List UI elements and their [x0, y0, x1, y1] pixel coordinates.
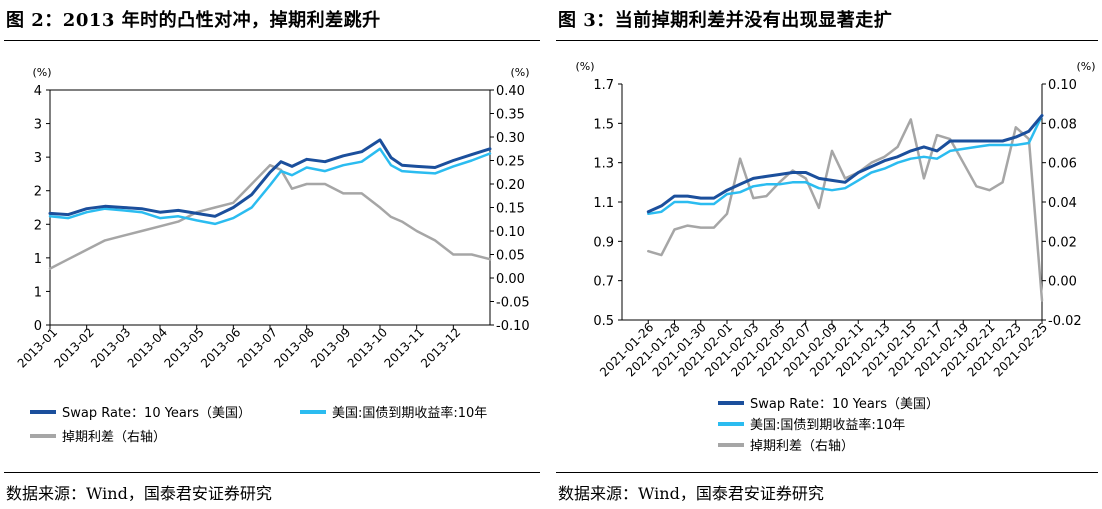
- chart3-y-right-tick-label: 0.00: [1048, 275, 1077, 290]
- chart2-y-left-tick-label: 2: [34, 218, 42, 233]
- chart2-series-0-line: [48, 138, 492, 218]
- chart2-y-left-tick-label: 0: [34, 319, 42, 334]
- chart2-legend-label-2: 掉期利差（右轴）: [62, 430, 166, 445]
- figure-2-source: 数据来源：Wind，国泰君安证券研究: [6, 484, 272, 503]
- chart3-y-right-tick-label: 0.08: [1048, 117, 1077, 132]
- chart3-y-right-tick-label: 0.10: [1048, 78, 1077, 93]
- chart2-series-2-line: [48, 163, 492, 270]
- chart3-y-left-tick-label: 1.1: [593, 196, 614, 211]
- chart2-y-right-tick-label: -0.05: [496, 296, 530, 311]
- figure-3-bottom-rule: [556, 472, 1098, 473]
- chart2-y-left-tick-label: 3: [34, 151, 42, 166]
- chart3-y-left-tick-label: 0.7: [593, 275, 614, 290]
- chart3-series-2-line: [647, 118, 1044, 302]
- chart2-y-right-tick-label: 0.00: [496, 272, 525, 287]
- chart2-y-right-tick-label: -0.10: [496, 319, 530, 334]
- chart2-y-right-tick-label: 0.25: [496, 155, 525, 170]
- chart2-y-right-tick-label: 0.20: [496, 178, 525, 193]
- chart3-series-1-line: [647, 114, 1044, 216]
- chart2-y-right-tick-label: 0.15: [496, 202, 525, 217]
- chart2-y-right-tick-label: 0.35: [496, 108, 525, 123]
- chart2-y-left-unit: (%): [32, 66, 51, 79]
- chart2-y-left-tick-label: 3: [34, 118, 42, 133]
- figure-2-bottom-rule: [4, 472, 540, 473]
- chart2-y-right-tick-label: 0.30: [496, 131, 525, 146]
- chart3-y-left-tick-label: 1.3: [593, 157, 614, 172]
- chart2-legend-label-0: Swap Rate：10 Years（美国）: [62, 406, 251, 421]
- figure-3-title: 图 3：当前掉期利差并没有出现显著走扩: [558, 10, 893, 31]
- figure-3-top-rule: [556, 40, 1098, 41]
- figure-2-top-rule: [4, 40, 540, 41]
- chart3-legend-label-0: Swap Rate：10 Years（美国）: [750, 397, 939, 412]
- figure-2-title: 图 2：2013 年时的凸性对冲，掉期利差跳升: [6, 10, 381, 31]
- chart3-y-right-unit: (%): [1076, 60, 1095, 73]
- chart3-y-left-tick-label: 1.7: [593, 78, 614, 93]
- chart2-y-left-tick-label: 1: [34, 252, 42, 267]
- figure-3-source: 数据来源：Wind，国泰君安证券研究: [558, 484, 824, 503]
- chart2-series-1-line: [48, 147, 492, 226]
- chart2-y-right-tick-label: 0.10: [496, 225, 525, 240]
- chart2-y-left-tick-label: 2: [34, 185, 42, 200]
- chart3-y-right-tick-label: 0.02: [1048, 235, 1077, 250]
- chart3-legend-label-1: 美国:国债到期收益率:10年: [750, 417, 905, 433]
- chart3-y-left-unit: (%): [575, 60, 594, 73]
- chart3-legend-label-2: 掉期利差（右轴）: [750, 439, 854, 454]
- chart2-y-right-tick-label: 0.05: [496, 249, 525, 264]
- chart3-series-0-line: [646, 114, 1044, 214]
- chart3-y-left-tick-label: 0.5: [593, 314, 614, 329]
- chart2-y-right-unit: (%): [510, 66, 529, 79]
- chart2-x-tick-label: 2013-12: [418, 325, 463, 370]
- chart2-legend-label-1: 美国:国债到期收益率:10年: [332, 405, 487, 421]
- chart2-y-right-tick-label: 0.40: [496, 84, 525, 99]
- chart2-y-left-tick-label: 1: [34, 285, 42, 300]
- chart3-y-right-tick-label: -0.02: [1048, 314, 1082, 329]
- chart3-y-right-tick-label: 0.06: [1048, 157, 1077, 172]
- chart3-y-left-tick-label: 1.5: [593, 117, 614, 132]
- chart2-y-left-tick-label: 4: [34, 84, 42, 99]
- chart3-y-right-tick-label: 0.04: [1048, 196, 1077, 211]
- chart3-y-left-tick-label: 0.9: [593, 235, 614, 250]
